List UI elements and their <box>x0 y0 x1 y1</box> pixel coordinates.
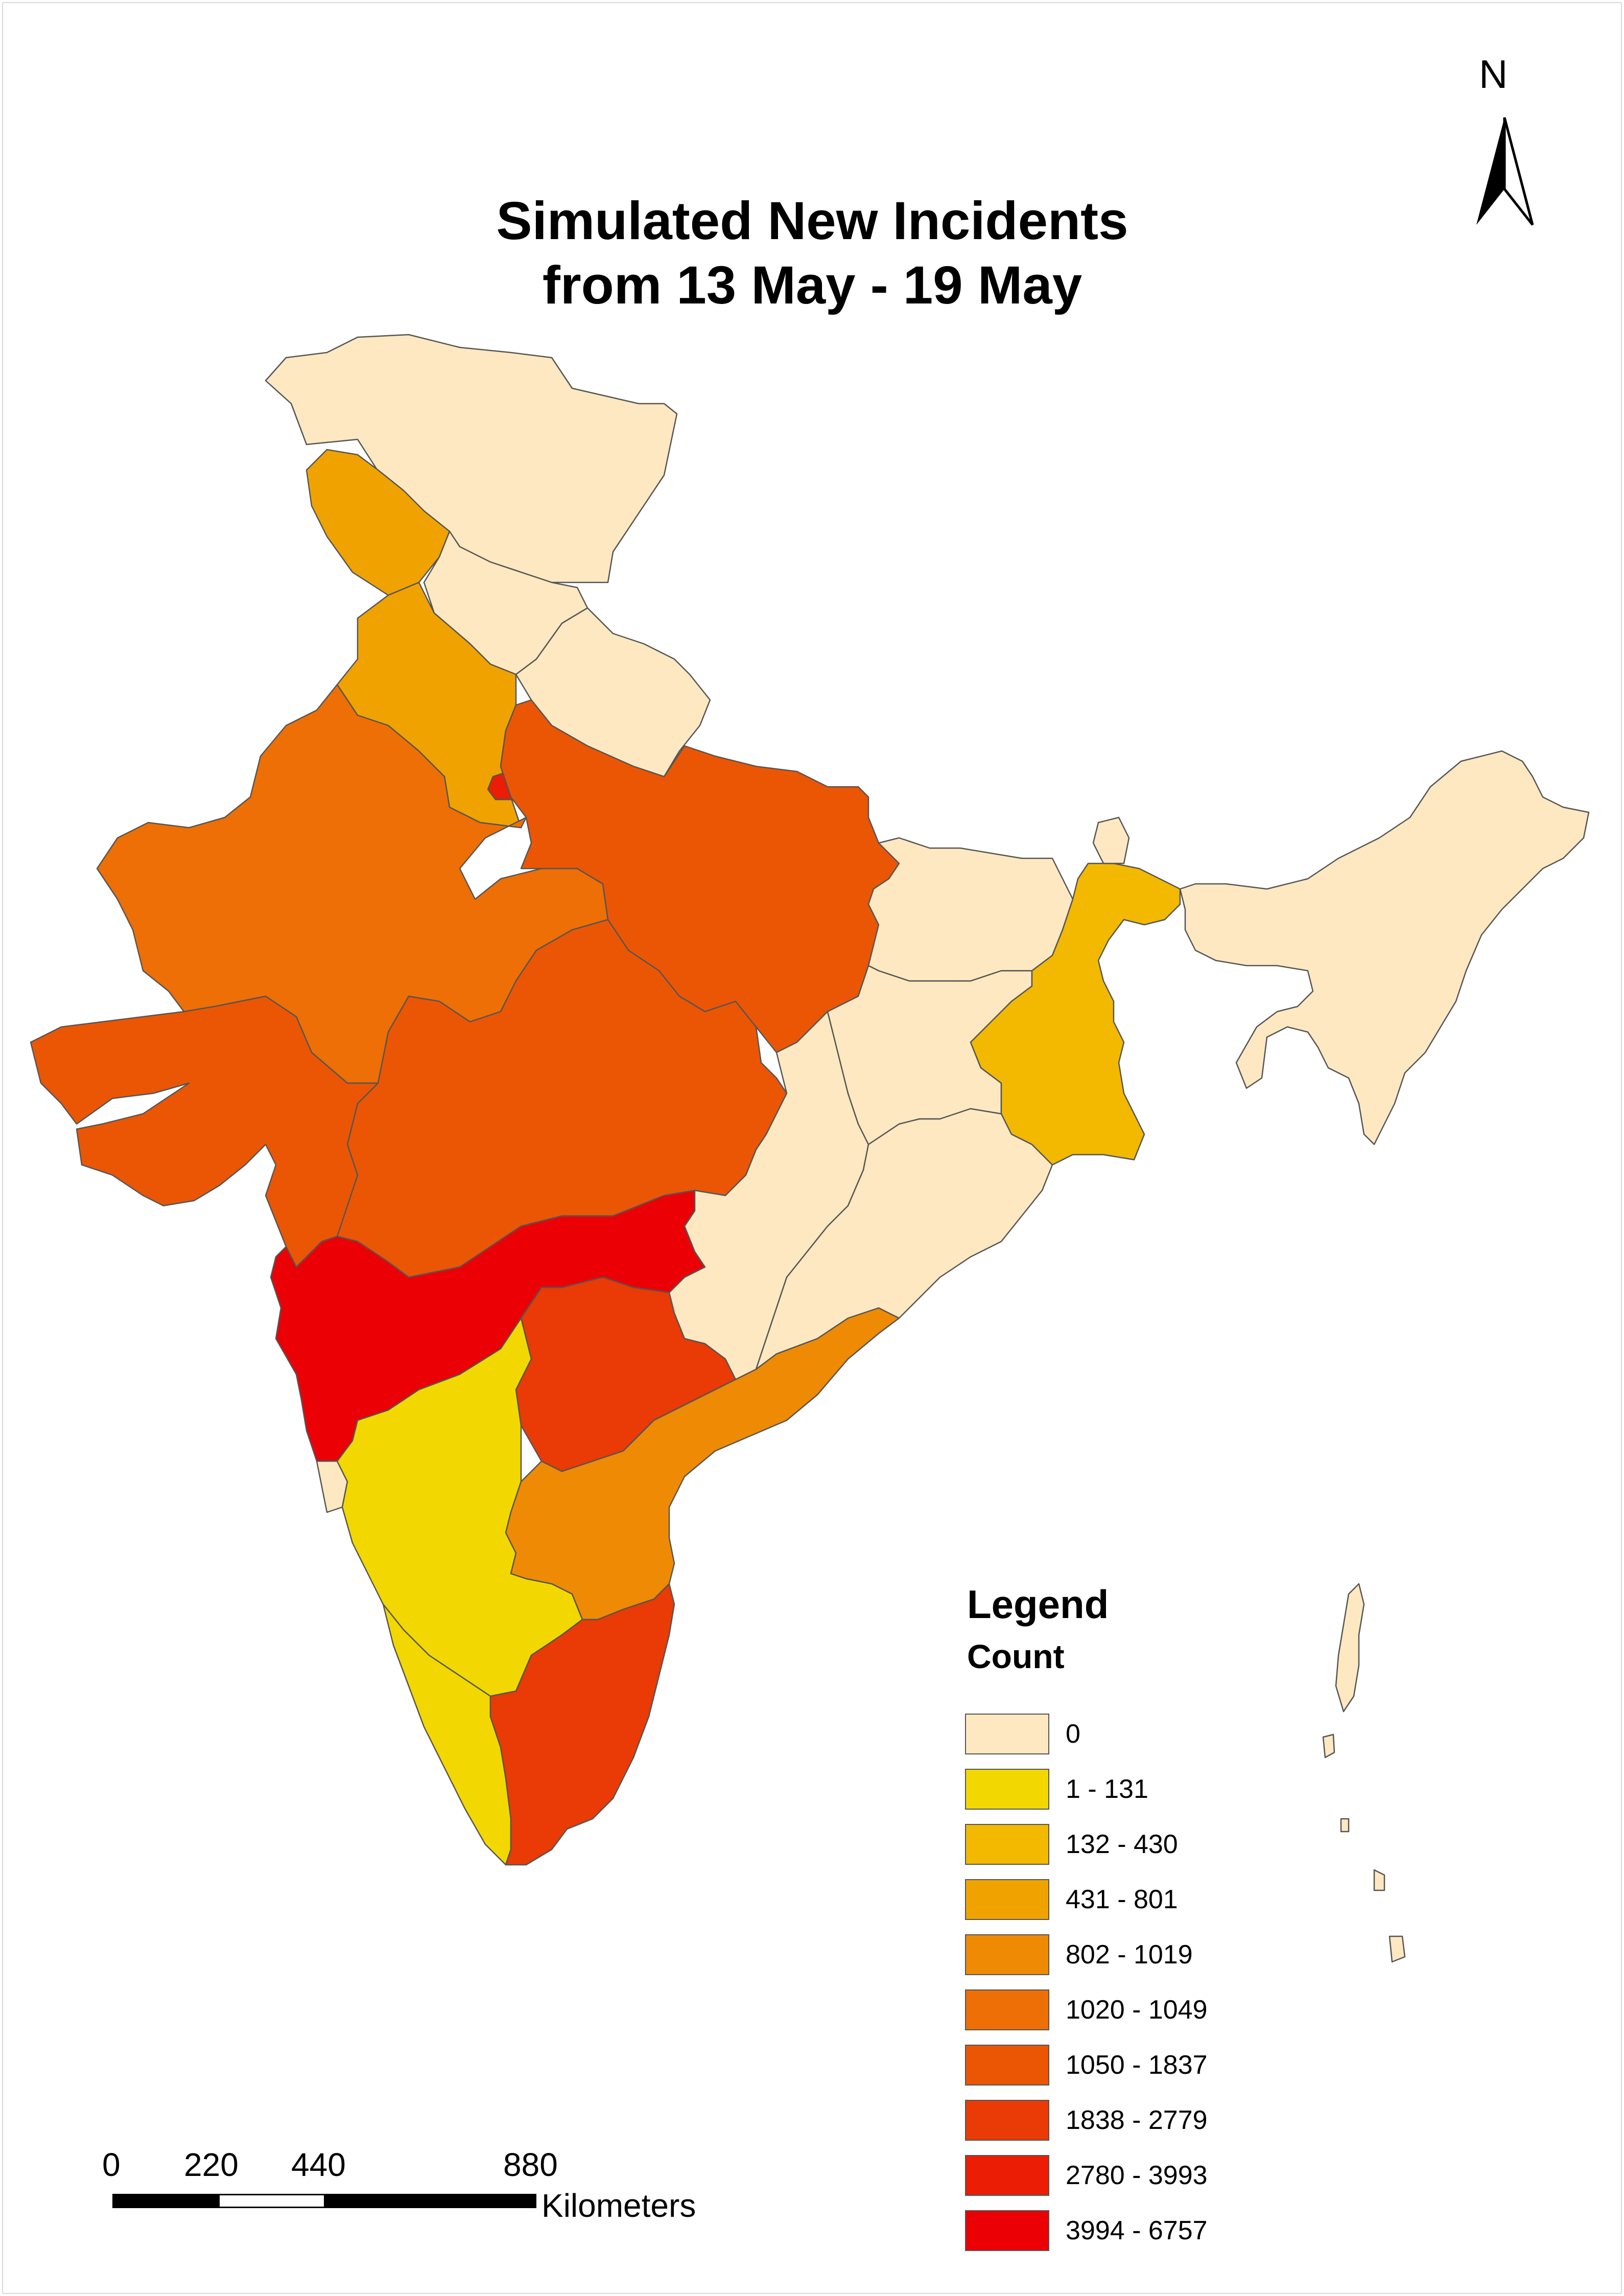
legend-label: 132 - 430 <box>1066 1830 1178 1859</box>
scale-segment-2 <box>218 2194 325 2208</box>
north-label: N <box>1479 52 1508 97</box>
legend-item: 3994 - 6757 <box>963 2203 1290 2258</box>
legend-title: Legend <box>967 1582 1109 1627</box>
legend-swatch <box>965 1769 1049 1810</box>
region-northeast <box>1179 750 1590 1145</box>
legend-label: 1020 - 1049 <box>1066 1995 1208 2025</box>
scale-tick-880: 880 <box>503 2146 558 2183</box>
title-line-1: Simulated New Incidents <box>496 191 1128 251</box>
legend-label: 1 - 131 <box>1066 1774 1148 1804</box>
legend-item: 1838 - 2779 <box>963 2093 1290 2148</box>
legend-swatch <box>965 1824 1049 1865</box>
region-tamil-nadu <box>489 1583 675 1866</box>
scale-tick-0: 0 <box>102 2146 121 2183</box>
legend-item: 2780 - 3993 <box>963 2148 1290 2203</box>
region-gujarat <box>30 995 379 1268</box>
legend-item: 0 <box>963 1706 1290 1762</box>
legend-label: 2780 - 3993 <box>1066 2161 1208 2190</box>
map-title: Simulated New Incidents from 13 May - 19… <box>296 189 1328 318</box>
legend-swatch <box>965 1934 1049 1975</box>
legend-label: 1050 - 1837 <box>1066 2050 1208 2080</box>
scale-bar: 0 220 440 880 Kilometers <box>97 2146 696 2233</box>
legend-item: 802 - 1019 <box>963 1927 1290 1982</box>
legend-item: 1050 - 1837 <box>963 2037 1290 2093</box>
legend-swatch <box>965 1879 1049 1920</box>
legend-swatch <box>965 2210 1049 2251</box>
scale-units: Kilometers <box>542 2187 696 2224</box>
region-punjab <box>305 449 451 596</box>
legend-swatch <box>965 1714 1049 1754</box>
legend-label: 802 - 1019 <box>1066 1940 1193 1970</box>
legend-swatch <box>965 2100 1049 2141</box>
legend-item: 431 - 801 <box>963 1872 1290 1927</box>
legend-label: 431 - 801 <box>1066 1885 1178 1914</box>
legend-subtitle: Count <box>967 1637 1065 1675</box>
region-sikkim <box>1092 816 1130 864</box>
region-andaman-nicobar <box>1322 1583 1406 1963</box>
region-west-bengal <box>970 862 1181 1166</box>
legend-swatch <box>965 2045 1049 2086</box>
north-arrow-icon <box>1476 117 1534 226</box>
scale-segment-1 <box>112 2194 220 2208</box>
title-line-2: from 13 May - 19 May <box>542 255 1082 315</box>
legend-swatch <box>965 1989 1049 2030</box>
legend-rows: 0 1 - 131 132 - 430 431 - 801 802 - 1019 1020… <box>963 1706 1290 2258</box>
legend-swatch <box>965 2155 1049 2196</box>
region-bihar <box>867 837 1074 982</box>
legend-label: 1838 - 2779 <box>1066 2105 1208 2135</box>
legend-item: 132 - 430 <box>963 1817 1290 1872</box>
scale-tick-220: 220 <box>184 2146 239 2183</box>
region-jammu-kashmir <box>265 334 678 583</box>
legend-item: 1020 - 1049 <box>963 1982 1290 2037</box>
legend-item: 1 - 131 <box>963 1762 1290 1817</box>
scale-tick-440: 440 <box>291 2146 346 2183</box>
scale-segment-3 <box>324 2194 536 2208</box>
map-legend: Legend Count 0 1 - 131 132 - 430 431 - 801 8… <box>963 1581 1290 2258</box>
legend-label: 0 <box>1066 1719 1080 1749</box>
legend-label: 3994 - 6757 <box>1066 2216 1208 2245</box>
